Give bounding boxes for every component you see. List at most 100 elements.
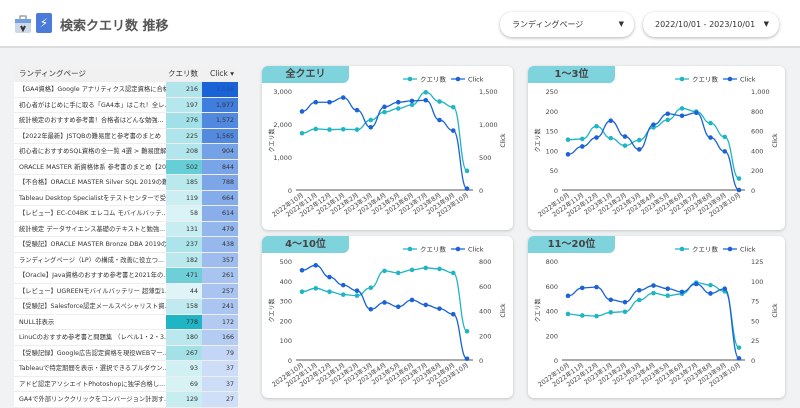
y2-tick-label: 0: [479, 357, 483, 365]
table-row[interactable]: Tableau Desktop Specialistをテストセンターで受... 1…: [14, 190, 238, 206]
table-row[interactable]: 【レビュー】EC-C04BK エレコム モバイルバッテ... 58 614: [14, 206, 238, 222]
cell-click: 79: [202, 345, 238, 360]
table-row[interactable]: 統計検定 データサイエンス基礎のテキストと勉強... 131 479: [14, 221, 238, 237]
data-point-click: [693, 110, 699, 116]
legend-marker: [679, 76, 685, 82]
cell-click: 1,565: [202, 128, 238, 143]
table-row[interactable]: LinuCのおすすめ参考書と問題集 （レベル1・2・3... 180 166: [14, 330, 238, 346]
table-row[interactable]: 統計検定のおすすめ参考書！合格者はどんな勉強... 276 1,572: [14, 113, 238, 129]
y-axis-label: クエリ数: [534, 128, 542, 152]
landing-page-table: ランディングページ クエリ数 Click ▾ 【GA4資格】Google アナリ…: [14, 66, 238, 408]
data-point-click: [665, 111, 671, 117]
cell-query: 237: [166, 237, 202, 252]
table-row[interactable]: 【GA4資格】Google アナリティクス認定資格に合格 216 3,038: [14, 82, 238, 98]
table-row[interactable]: 【受験記】Salesforce認定メールスペシャリスト資... 158 241: [14, 299, 238, 315]
y-axis-label: クエリ数: [268, 298, 276, 322]
data-point-click: [722, 286, 728, 292]
cell-page: NULL非表示: [19, 318, 55, 326]
data-point-query: [354, 293, 360, 298]
y2-tick-label: 25: [751, 337, 759, 345]
data-point-click: [693, 281, 699, 287]
y2-tick-label: 600: [751, 128, 763, 136]
table-row[interactable]: NULL非表示 778 172: [14, 314, 238, 330]
toolbox-logo-icon: [15, 15, 31, 33]
data-point-click: [651, 283, 656, 288]
table-row[interactable]: 【2022年最新】JSTQBの難易度と参考書のまとめ 225 1,565: [14, 128, 238, 144]
y-tick-label: 400: [546, 308, 558, 316]
y-tick-label: 50: [550, 167, 558, 175]
dropdown-arrow-icon: ▼: [618, 20, 624, 28]
data-point-click: [437, 117, 442, 123]
data-point-click: [565, 152, 571, 157]
y2-tick-label: 0: [751, 187, 755, 195]
cell-click: 788: [202, 175, 238, 190]
table-row[interactable]: 【レビュー】UGREENモバイルバッテリー 超薄型1... 44 257: [14, 283, 238, 299]
data-point-click: [354, 288, 360, 293]
data-point-click: [340, 95, 346, 100]
table-row[interactable]: Tableauで特定期間を表示・選択できるプルダウン... 93 37: [14, 361, 238, 377]
data-point-click: [722, 149, 728, 154]
table-row[interactable]: ランディングページ（LP）の構成・改善に役立つ... 182 357: [14, 252, 238, 268]
y-tick-label: 200: [546, 108, 558, 116]
table-row[interactable]: ORACLE MASTER 新資格体系 参考書のまとめ【20... 502 844: [14, 159, 238, 175]
y2-tick-label: 0: [751, 357, 755, 365]
cell-query: 180: [166, 330, 202, 345]
cell-page: 【2022年最新】JSTQBの難易度と参考書のまとめ: [19, 132, 162, 140]
data-point-click: [608, 118, 614, 123]
data-point-query: [313, 286, 319, 291]
dimension-dropdown[interactable]: ランディングページ ▼: [500, 12, 634, 37]
cell-click: 37: [202, 376, 238, 391]
y2-tick-label: 500: [479, 154, 491, 162]
data-point-query: [299, 130, 305, 136]
data-point-query: [736, 176, 742, 181]
data-point-click: [622, 299, 628, 305]
y-tick-label: 100: [546, 147, 558, 155]
data-point-click: [636, 147, 642, 152]
y-tick-label: 0: [554, 357, 558, 365]
y-tick-label: 0: [288, 187, 292, 195]
y2-tick-label: 0: [479, 187, 483, 195]
legend-label: クエリ数: [692, 245, 719, 254]
data-point-query: [327, 289, 332, 294]
data-point-query: [565, 137, 571, 143]
data-point-query: [354, 127, 360, 132]
data-point-query: [313, 126, 319, 132]
y2-tick-label: 800: [751, 108, 763, 116]
cell-page: 【受験記】ORACLE MASTER Bronze DBA 2019の難...: [19, 241, 166, 248]
table-row[interactable]: 初心者がはじめに手に取る「GA4本」はこれ！全レ... 197 1,977: [14, 97, 238, 113]
y-tick-label: 0: [554, 187, 558, 195]
series-line-query: [301, 91, 468, 172]
table-row[interactable]: GA4で外部リンククリックをコンバージョン計測す... 129 27: [14, 392, 238, 408]
table-row[interactable]: 【不合格】ORACLE MASTER Silver SQL 2019の難... 1…: [14, 175, 238, 191]
date-range-picker[interactable]: 2022/10/01 - 2023/10/01 ▼: [643, 12, 779, 37]
table-row[interactable]: アドビ認定アソシエイトPhotoshopに独学合格し... 69 37: [14, 376, 238, 392]
cell-click: 172: [202, 314, 238, 329]
table-row[interactable]: 【受験記録】Google広告認定資格を現役WEBマー... 267 79: [14, 345, 238, 361]
cell-page: LinuCのおすすめ参考書と問題集 （レベル1・2・3...: [19, 334, 166, 341]
data-point-click: [368, 306, 374, 312]
column-header-click[interactable]: Click ▾: [209, 69, 234, 78]
y-tick-label: 200: [280, 317, 292, 325]
cell-page: ランディングページ（LP）の構成・改善に役立つ...: [19, 256, 164, 264]
data-point-query: [437, 266, 442, 272]
column-header-page[interactable]: ランディングページ: [19, 69, 86, 78]
data-point-click: [579, 285, 585, 291]
cell-query: 502: [166, 159, 202, 174]
chart-title: 4～10位: [262, 236, 349, 253]
cell-page: 【レビュー】EC-C04BK エレコム モバイルバッテ...: [19, 210, 166, 217]
column-header-query[interactable]: クエリ数: [168, 69, 198, 78]
cell-click: 438: [202, 237, 238, 252]
table-row[interactable]: 初心者におすすめSQL資格の全一覧 4選 > 難易度解説 208 904: [14, 144, 238, 160]
y2-tick-label: 75: [751, 298, 759, 306]
y2-tick-label: 1,000: [751, 88, 770, 96]
data-point-click: [736, 187, 742, 193]
table-row[interactable]: 【Oracle】Java資格のおすすめ参考書と2021年の... 471 261: [14, 268, 238, 284]
data-point-query: [409, 102, 415, 108]
cell-click: 664: [202, 190, 238, 205]
legend-marker: [727, 246, 733, 252]
table-row[interactable]: 【受験記】ORACLE MASTER Bronze DBA 2019の難... 2…: [14, 237, 238, 253]
data-point-click: [651, 122, 656, 127]
data-point-query: [579, 136, 585, 142]
data-point-query: [368, 285, 374, 291]
data-point-click: [622, 134, 628, 139]
